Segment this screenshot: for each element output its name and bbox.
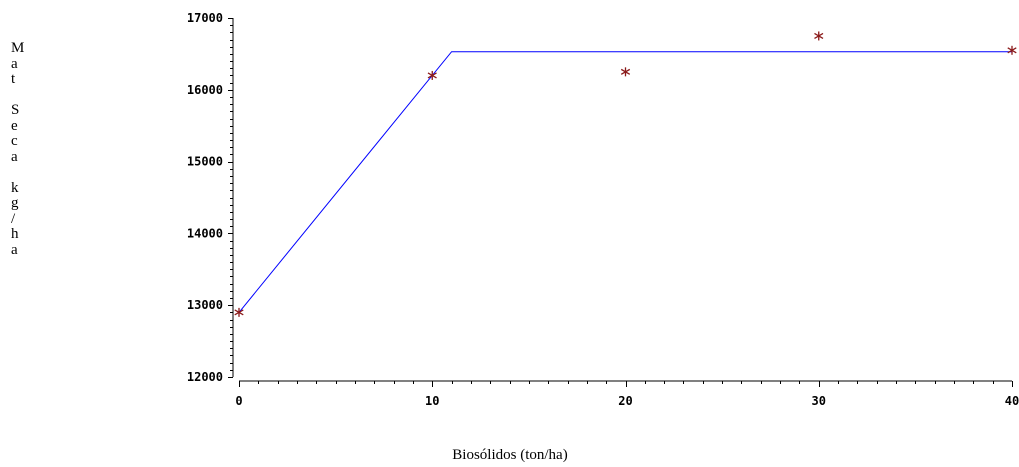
- y-axis-label-char: e: [11, 117, 18, 134]
- data-point: [427, 70, 437, 80]
- x-axis-label: Biosólidos (ton/ha): [452, 447, 568, 463]
- x-tick-label: 30: [812, 394, 826, 408]
- data-points: [234, 31, 1017, 317]
- y-tick-label: 17000: [187, 11, 223, 25]
- data-point: [814, 31, 824, 41]
- fitted-line: [238, 51, 1012, 313]
- tick-labels: 12000 13000 14000 15000 16000 17000 0 10 20 30 40: [187, 11, 1019, 408]
- y-axis-label-char: k: [11, 179, 19, 196]
- data-point: [234, 307, 244, 317]
- y-axis-label-char: a: [11, 148, 18, 165]
- x-tick-label: 20: [618, 394, 632, 408]
- y-axis-label-char: a: [11, 241, 18, 258]
- axes: [232, 18, 1012, 382]
- y-axis-label-char: a: [11, 55, 18, 72]
- y-axis-label-char: /: [11, 210, 16, 227]
- y-axis-label-char: g: [11, 195, 19, 211]
- fitted-line-group: [238, 51, 1012, 313]
- y-axis-label-char: t: [11, 71, 16, 87]
- data-point: [1007, 45, 1017, 55]
- y-tick-label: 13000: [187, 298, 223, 312]
- y-axis-label-char: S: [11, 102, 20, 118]
- y-tick-label: 14000: [187, 226, 223, 240]
- x-tick-label: 0: [235, 394, 242, 408]
- x-tick-label: 10: [425, 394, 439, 408]
- y-axis-label-char: h: [11, 226, 19, 242]
- y-axis-label-char: c: [11, 133, 18, 149]
- ticks: [228, 18, 1013, 387]
- y-tick-label: 15000: [187, 155, 223, 169]
- x-tick-label: 40: [1005, 394, 1019, 408]
- y-tick-label: 16000: [187, 83, 223, 97]
- y-tick-label: 12000: [187, 370, 223, 384]
- data-point: [620, 67, 631, 77]
- y-axis-label-char: M: [11, 40, 25, 56]
